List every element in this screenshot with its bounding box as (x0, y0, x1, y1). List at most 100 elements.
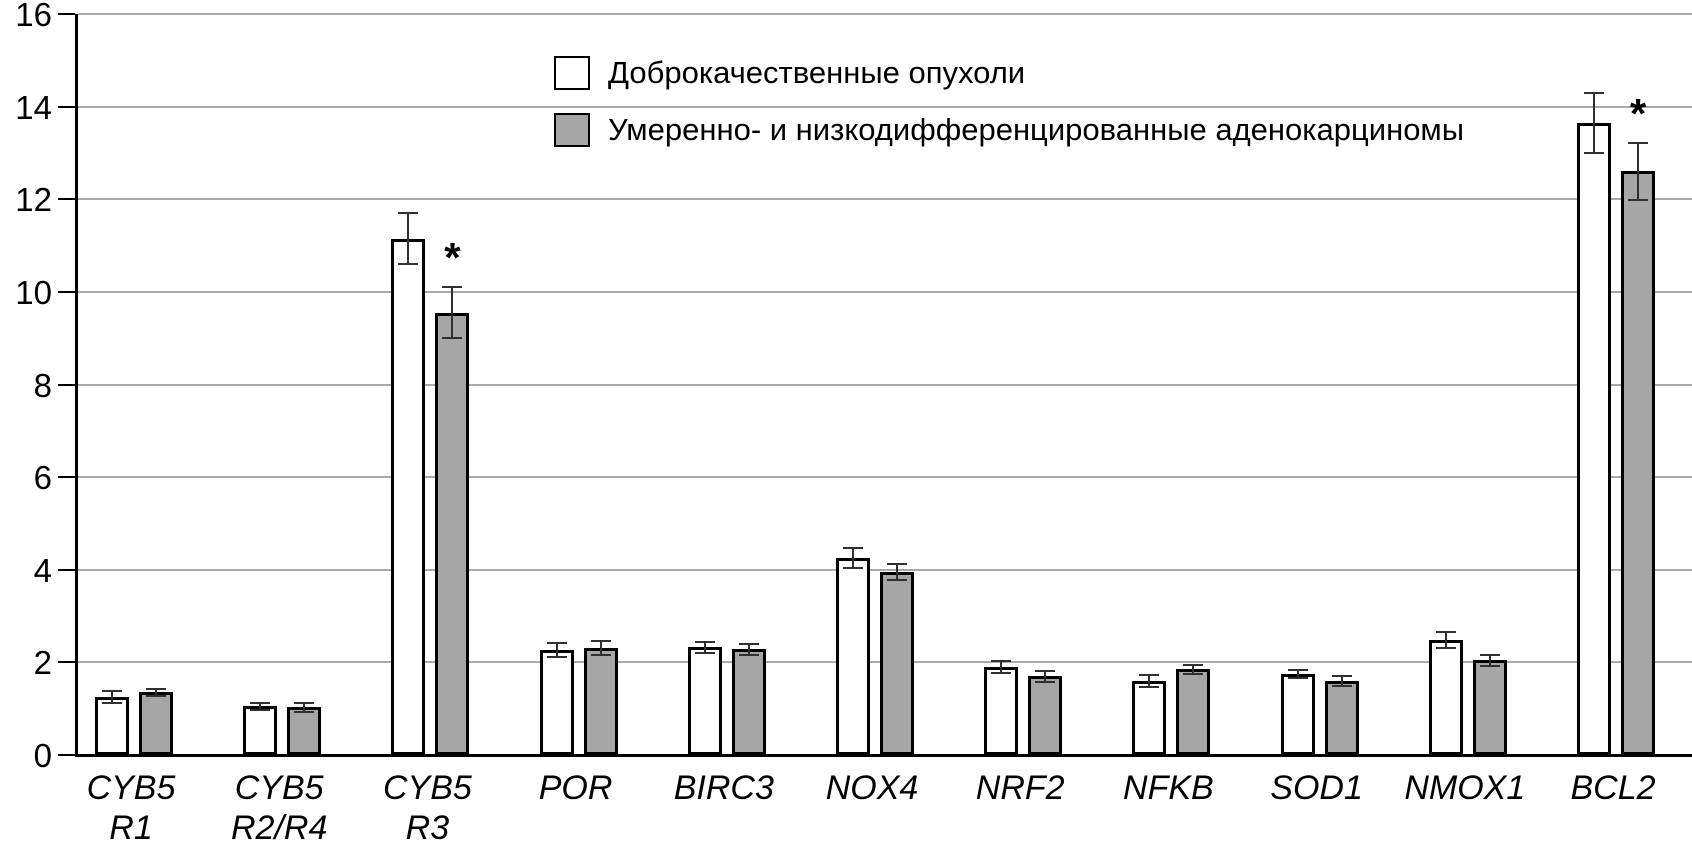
significance-asterisk: * (1629, 89, 1647, 137)
y-tick-label: 12 (15, 181, 52, 219)
x-category-label-line: R1 (109, 809, 153, 847)
error-bar (451, 287, 454, 339)
error-bar-cap (887, 579, 907, 582)
x-category-label: NOX4 (772, 768, 972, 808)
error-bar-cap (738, 653, 759, 656)
error-bar-cap (694, 651, 715, 654)
error-bar-cap (1435, 631, 1456, 634)
y-tick-label: 0 (33, 737, 52, 774)
legend-label-benign: Доброкачественные опухоли (608, 55, 1026, 90)
y-axis-tick (58, 290, 75, 293)
error-bar (155, 689, 157, 696)
x-category-label-line: R2/R4 (231, 809, 328, 847)
bar-benign (1132, 680, 1167, 755)
bar-benign (95, 697, 129, 755)
error-bar (555, 642, 558, 657)
x-category-label-line: BCL2 (1570, 769, 1656, 807)
y-axis-tick (58, 661, 75, 664)
bar-benign (687, 647, 722, 755)
error-bar (111, 691, 113, 704)
x-category-label-line: CYB5 (382, 769, 472, 807)
error-bar (1637, 142, 1639, 201)
error-bar-cap (1035, 680, 1056, 683)
error-bar-cap (1628, 141, 1648, 144)
legend-item-benign: Доброкачественные опухоли (554, 55, 1464, 91)
bar-benign (391, 238, 426, 755)
error-bar-cap (398, 263, 419, 266)
error-bar-cap (294, 701, 315, 704)
x-category-label-line: NOX4 (825, 769, 919, 807)
bar-benign (243, 706, 278, 755)
plot-area: * * (75, 13, 1692, 755)
error-bar-cap (442, 286, 463, 289)
error-bar (1000, 661, 1003, 673)
error-bar-cap (442, 337, 463, 340)
y-tick-label: 4 (33, 551, 52, 589)
bar-adenocarcinoma (287, 707, 322, 755)
bar-adenocarcinoma (880, 572, 914, 755)
bar-adenocarcinoma (1176, 669, 1211, 755)
error-bar (599, 640, 602, 655)
error-bar-cap (1331, 674, 1352, 677)
x-category-label: NMOX1 (1365, 768, 1565, 808)
error-bar-cap (590, 653, 611, 656)
x-axis-line (75, 754, 1692, 757)
error-bar-cap (1479, 664, 1500, 667)
x-category-label-line: BIRC3 (673, 769, 774, 807)
error-bar (1444, 632, 1447, 649)
error-bar-cap (991, 660, 1012, 663)
error-bar-cap (546, 655, 567, 658)
x-category-label-line: NMOX1 (1404, 769, 1526, 807)
bar-benign (1577, 122, 1611, 755)
error-bar-cap (250, 709, 271, 712)
error-bar-cap (1628, 199, 1648, 202)
error-bar-cap (1183, 672, 1204, 675)
bar-benign (1280, 673, 1315, 755)
bar-adenocarcinoma (435, 312, 470, 755)
error-bar (852, 548, 854, 569)
error-bar-cap (398, 212, 419, 215)
error-bar (1593, 92, 1595, 153)
bar-benign (1428, 640, 1463, 755)
error-bar-cap (1287, 668, 1308, 671)
error-bar-cap (102, 702, 122, 705)
bar-benign (539, 649, 574, 755)
x-category-label-line: NFKB (1123, 769, 1214, 807)
legend-label-adenocarcinoma: Умеренно- и низкодифференцированные аден… (608, 112, 1465, 147)
error-bar-cap (1331, 685, 1352, 687)
grid-line (78, 383, 1692, 386)
legend-swatch-adenocarcinoma (554, 113, 590, 147)
error-bar-cap (1139, 685, 1160, 688)
y-tick-label: 14 (15, 88, 52, 126)
bar-adenocarcinoma (731, 649, 766, 755)
error-bar-cap (1584, 91, 1604, 94)
error-bar (259, 702, 262, 711)
legend-item-adenocarcinoma: Умеренно- и низкодифференцированные аден… (554, 112, 1464, 148)
bar-adenocarcinoma (1621, 171, 1655, 755)
x-category-label-line: NRF2 (975, 769, 1065, 807)
error-bar-cap (694, 640, 715, 643)
error-bar (703, 641, 706, 653)
grid-line (78, 13, 1692, 15)
y-tick-label: 6 (33, 459, 52, 497)
error-bar-cap (887, 562, 907, 565)
grid-line (78, 568, 1692, 571)
error-bar (1340, 675, 1343, 686)
x-category-label: BCL2 (1513, 768, 1692, 808)
bar-adenocarcinoma (1028, 676, 1063, 755)
error-bar-cap (1139, 673, 1160, 676)
y-axis-tick (58, 13, 75, 15)
significance-asterisk: * (444, 234, 461, 282)
x-category-label: SOD1 (1217, 768, 1417, 808)
x-category-label: CYB5 R3 (327, 768, 527, 848)
grid-line (78, 198, 1692, 201)
bar-benign (836, 558, 870, 755)
bar-adenocarcinoma (583, 647, 618, 755)
y-tick-label: 16 (15, 0, 52, 33)
y-tick-label: 10 (15, 273, 52, 311)
x-category-label: NFKB (1068, 768, 1268, 808)
x-category-label: POR (476, 768, 676, 808)
grid-line (78, 290, 1692, 293)
error-bar-cap (1435, 647, 1456, 650)
